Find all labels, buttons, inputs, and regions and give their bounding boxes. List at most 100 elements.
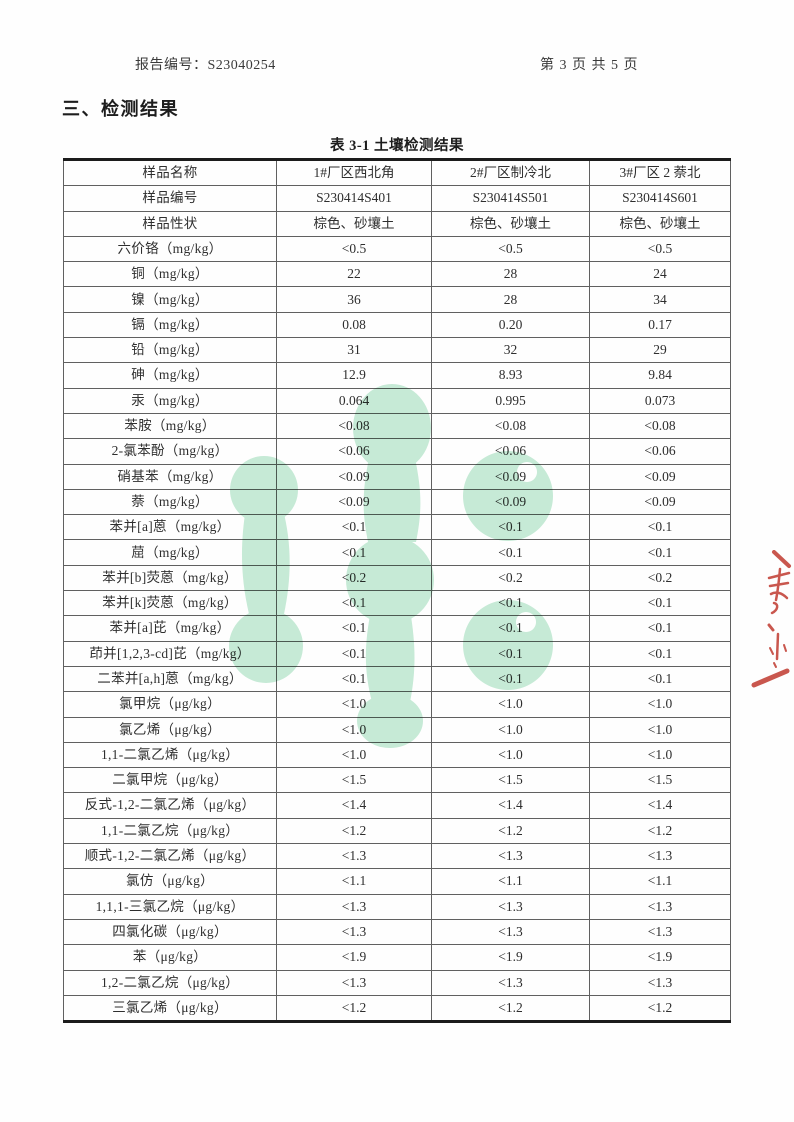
value-cell: 0.073 [589,387,731,414]
table-row: 苯并[k]荧蒽（mg/kg） <0.1 <0.1 <0.1 [63,590,731,617]
value-cell: <1.9 [276,944,432,971]
table-row: 四氯化碳（μg/kg） <1.3 <1.3 <1.3 [63,918,731,946]
value-cell: 28 [431,261,590,288]
param-cell: 样品名称 [63,158,277,187]
param-cell: 茚并[1,2,3-cd]芘（mg/kg） [63,640,277,667]
value-cell: 9.84 [589,362,731,389]
value-cell: 3#厂区 2 萘北 [589,158,731,187]
value-cell: <1.3 [276,893,432,920]
results-table-body: 样品名称 1#厂区西北角 2#厂区制冷北 3#厂区 2 萘北 样品编号 S230414S4… [63,158,731,1023]
param-cell: 苯并[b]荧蒽（mg/kg） [63,564,277,592]
value-cell: <1.0 [276,716,432,743]
param-cell: 砷（mg/kg） [63,362,277,389]
value-cell: <0.08 [276,412,432,440]
table-row: 六价铬（mg/kg） <0.5 <0.5 <0.5 [63,235,731,263]
value-cell: <0.1 [431,615,590,642]
value-cell: <0.2 [589,564,731,592]
value-cell: <0.2 [431,564,590,592]
table-row: 砷（mg/kg） 12.9 8.93 9.84 [63,362,731,389]
value-cell: 棕色、砂壤土 [276,210,432,237]
value-cell: <1.9 [589,944,731,971]
value-cell: 棕色、砂壤土 [589,210,731,237]
value-cell: <0.1 [431,590,590,617]
value-cell: 36 [276,286,432,313]
value-cell: <0.06 [431,438,590,465]
value-cell: <0.1 [589,665,731,693]
value-cell: 12.9 [276,362,432,389]
value-cell: <1.4 [276,792,432,819]
param-cell: 四氯化碳（μg/kg） [63,918,277,946]
table-row: 苯胺（mg/kg） <0.08 <0.08 <0.08 [63,412,731,440]
value-cell: <0.5 [431,235,590,263]
value-cell: 24 [589,261,731,288]
value-cell: <0.08 [431,412,590,440]
value-cell: S230414S501 [431,185,590,212]
value-cell: <1.0 [589,716,731,743]
value-cell: <1.3 [431,843,590,870]
value-cell: <1.0 [276,691,432,718]
value-cell: <0.09 [431,463,590,490]
value-cell: <1.3 [589,918,731,946]
param-cell: 样品编号 [63,185,277,212]
value-cell: <1.0 [276,741,432,769]
value-cell: <1.9 [431,944,590,971]
table-row: 镍（mg/kg） 36 28 34 [63,286,731,313]
value-cell: <1.2 [589,817,731,845]
param-cell: 氯乙烯（μg/kg） [63,716,277,743]
table-row: 反式-1,2-二氯乙烯（μg/kg） <1.4 <1.4 <1.4 [63,792,731,819]
table-row: 镉（mg/kg） 0.08 0.20 0.17 [63,311,731,339]
sample-info-row: 样品性状 棕色、砂壤土 棕色、砂壤土 棕色、砂壤土 [63,210,731,237]
value-cell: <0.1 [431,665,590,693]
value-cell: <0.1 [589,514,731,541]
value-cell: <0.1 [589,590,731,617]
soil-results-table: 样品名称 1#厂区西北角 2#厂区制冷北 3#厂区 2 萘北 样品编号 S230414S4… [63,158,731,1024]
param-cell: 镍（mg/kg） [63,286,277,313]
value-cell: <0.09 [589,488,731,516]
table-row: 1,2-二氯乙烷（μg/kg） <1.3 <1.3 <1.3 [63,969,731,996]
param-cell: 苯胺（mg/kg） [63,412,277,440]
param-cell: 萘（mg/kg） [63,488,277,516]
value-cell: <0.1 [589,640,731,667]
value-cell: 0.20 [431,311,590,339]
value-cell: 2#厂区制冷北 [431,158,590,187]
value-cell: 0.17 [589,311,731,339]
value-cell: <0.5 [276,235,432,263]
table-row: 硝基苯（mg/kg） <0.09 <0.09 <0.09 [63,463,731,490]
value-cell: <1.2 [431,994,590,1023]
value-cell: <1.2 [276,817,432,845]
table-row: 氯甲烷（μg/kg） <1.0 <1.0 <1.0 [63,691,731,718]
value-cell: <1.2 [589,994,731,1023]
param-cell: 苯（μg/kg） [63,944,277,971]
value-cell: <1.5 [431,767,590,794]
param-cell: 硝基苯（mg/kg） [63,463,277,490]
param-cell: 1,1-二氯乙烯（μg/kg） [63,741,277,769]
value-cell: <1.2 [276,994,432,1023]
table-row: 䓛（mg/kg） <0.1 <0.1 <0.1 [63,539,731,566]
sample-info-row: 样品名称 1#厂区西北角 2#厂区制冷北 3#厂区 2 萘北 [63,158,731,187]
value-cell: 34 [589,286,731,313]
value-cell: <0.1 [276,615,432,642]
value-cell: <1.4 [431,792,590,819]
value-cell: <1.1 [431,868,590,895]
value-cell: <0.1 [276,514,432,541]
param-cell: 1,1,1-三氯乙烷（μg/kg） [63,893,277,920]
value-cell: <0.1 [276,590,432,617]
value-cell: 32 [431,337,590,364]
value-cell: 8.93 [431,362,590,389]
table-row: 苯并[a]蒽（mg/kg） <0.1 <0.1 <0.1 [63,514,731,541]
table-row: 氯仿（μg/kg） <1.1 <1.1 <1.1 [63,868,731,895]
table-row: 苯（μg/kg） <1.9 <1.9 <1.9 [63,944,731,971]
table-row: 顺式-1,2-二氯乙烯（μg/kg） <1.3 <1.3 <1.3 [63,843,731,870]
param-cell: 氯甲烷（μg/kg） [63,691,277,718]
value-cell: <1.3 [589,843,731,870]
value-cell: 31 [276,337,432,364]
value-cell: <0.09 [431,488,590,516]
value-cell: <0.5 [589,235,731,263]
table-caption: 表 3-1 土壤检测结果 [329,138,465,154]
table-row: 铜（mg/kg） 22 28 24 [63,261,731,288]
table-row: 氯乙烯（μg/kg） <1.0 <1.0 <1.0 [63,716,731,743]
value-cell: 0.995 [431,387,590,414]
table-row: 三氯乙烯（μg/kg） <1.2 <1.2 <1.2 [63,994,731,1023]
value-cell: 0.08 [276,311,432,339]
